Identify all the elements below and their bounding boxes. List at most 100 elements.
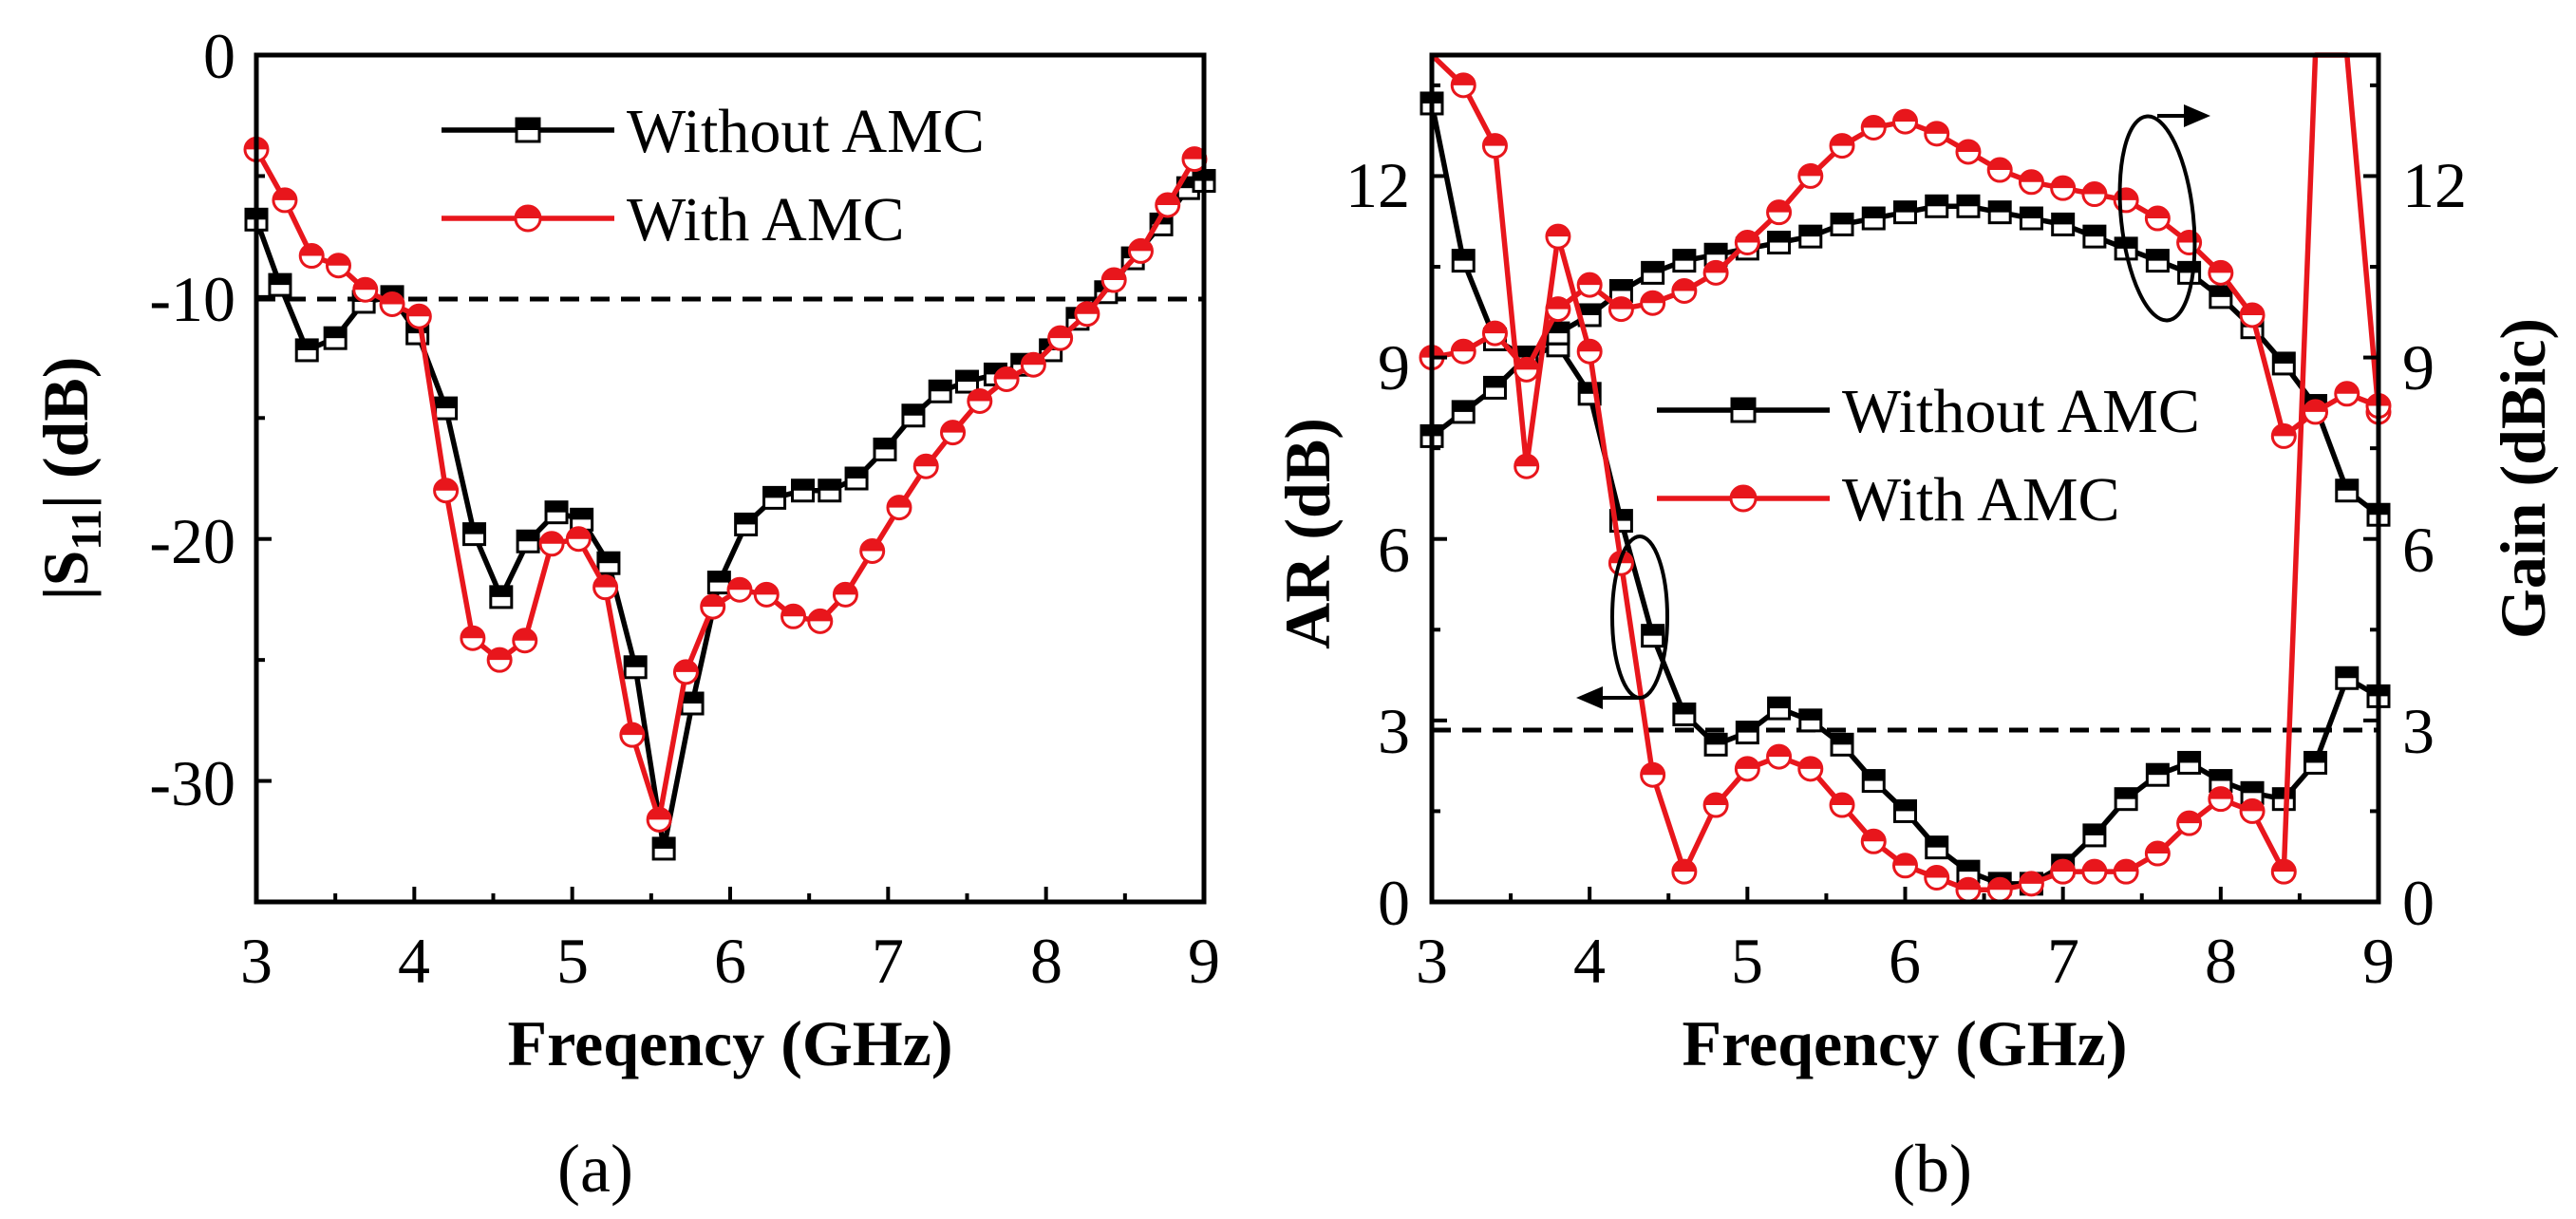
data-point-fill-without-amc [571, 509, 592, 520]
data-point-fill-with-amc-gain [1483, 322, 1507, 334]
data-point-fill-with-amc-ar [2146, 842, 2170, 854]
data-point-fill-with-amc [381, 292, 404, 305]
data-point-fill-without-amc [930, 381, 951, 392]
data-point-fill-without-amc-ar [1957, 861, 1979, 872]
panel-a-ylabel-rest: | (dB) [29, 357, 102, 509]
data-point-fill-without-amc [517, 531, 539, 542]
data-point-fill-with-amc-gain [1862, 116, 1886, 128]
data-point-fill-without-amc-gain [1705, 244, 1727, 255]
data-point-fill-without-amc-ar [1926, 836, 1947, 848]
data-point-fill-with-amc-gain [1767, 200, 1791, 213]
data-point-fill-without-amc-ar [1863, 770, 1885, 781]
data-point-fill-with-amc [834, 583, 857, 595]
legend-marker-with-amc-fill [1731, 486, 1756, 498]
data-point-fill-with-amc [941, 421, 965, 433]
data-point-fill-without-amc [435, 398, 457, 409]
ar-axis-arrow-head [1576, 686, 1603, 709]
gain-curve-ellipse [2117, 114, 2197, 323]
panel-b-ytick-left: 12 [1345, 149, 1410, 221]
panel-b-legend: Without AMC With AMC [1657, 377, 2200, 534]
data-point-fill-with-amc-ar [1893, 853, 1917, 866]
data-point-fill-without-amc-gain [1642, 262, 1664, 273]
data-point-fill-with-amc [593, 575, 617, 588]
data-point-fill-without-amc-gain [1894, 201, 1916, 213]
panel-b: 0 3 6 9 12 0 3 6 9 12 3 4 5 6 7 8 9 Freq… [1271, 52, 2559, 1207]
data-point-fill-without-amc-ar [2242, 782, 2264, 794]
panel-a-ytick: -20 [149, 505, 235, 577]
data-point-fill-with-amc-ar [1578, 340, 1602, 352]
data-point-fill-without-amc-gain [1799, 226, 1821, 237]
legend-label-without-amc: Without AMC [627, 97, 985, 166]
panel-b-xtick: 8 [2205, 925, 2237, 997]
data-point-fill-with-amc-gain [1704, 261, 1728, 273]
panel-b-xlabel: Freqency (GHz) [1683, 1007, 2128, 1079]
data-point-fill-with-amc-ar [1641, 763, 1664, 776]
data-point-fill-without-amc [296, 339, 318, 350]
data-point-fill-with-amc [1183, 147, 1207, 159]
data-point-fill-without-amc-ar [2083, 824, 2105, 835]
data-point-fill-with-amc [860, 539, 884, 552]
data-point-fill-with-amc-gain [2146, 207, 2170, 219]
panel-a-ytick: 0 [203, 20, 235, 92]
data-point-fill-with-amc-gain [2051, 177, 2075, 189]
data-point-fill-with-amc-ar [1767, 745, 1791, 758]
data-point-fill-with-amc-gain [1925, 122, 1948, 134]
data-point-fill-without-amc-ar [2273, 788, 2295, 799]
data-point-fill-without-amc-gain [1579, 304, 1601, 315]
data-point-fill-without-amc-ar [1705, 734, 1727, 745]
data-point-fill-without-amc [463, 523, 485, 534]
data-point-fill-with-amc-ar [1483, 134, 1507, 146]
panel-a-legend: Without AMC With AMC [442, 97, 985, 254]
panel-b-series [1419, 52, 2392, 903]
data-point-fill-with-amc-gain [2209, 261, 2232, 273]
data-point-fill-without-amc-ar [1768, 698, 1790, 709]
panel-b-xtick: 5 [1731, 925, 1763, 997]
series-line-without-amc [254, 178, 1206, 852]
panel-a: 0 -10 -20 -30 3 4 5 6 7 8 9 Freqency (GH… [29, 20, 1220, 1207]
data-point-fill-with-amc [1129, 239, 1153, 252]
panel-b-ylabel-right: Gain (dBic) [2487, 318, 2559, 639]
data-point-fill-with-amc-gain [1641, 291, 1664, 304]
panel-a-ylabel-main: |S [29, 551, 102, 601]
data-point-fill-with-amc [434, 478, 458, 491]
data-point-fill-with-amc [727, 578, 751, 591]
legend-marker-without-amc-fill [1732, 399, 1755, 410]
panel-b-ytick-left: 6 [1378, 514, 1410, 586]
data-point-fill-with-amc-gain [1672, 279, 1696, 291]
data-point-fill-with-amc [648, 808, 671, 820]
data-point-fill-with-amc-ar [1798, 757, 1822, 769]
data-point-fill-without-amc-ar [1610, 510, 1632, 521]
panel-b-ytick-right: 9 [2402, 331, 2435, 403]
data-point-fill-without-amc-gain [1989, 201, 2011, 213]
data-point-fill-with-amc [701, 595, 724, 608]
data-point-fill-with-amc-gain [1609, 297, 1633, 309]
data-point-fill-with-amc-gain [1578, 273, 1602, 286]
data-point-fill-with-amc [914, 455, 938, 467]
data-point-fill-with-amc-gain [1956, 140, 1980, 152]
data-point-fill-without-amc-gain [2273, 352, 2295, 364]
data-point-fill-with-amc-ar [1831, 794, 1854, 806]
panel-a-xtick: 9 [1188, 925, 1220, 997]
data-point-fill-with-amc [1156, 194, 1179, 206]
data-point-fill-without-amc-gain [1484, 377, 1506, 388]
panel-b-xtick: 6 [1889, 925, 1921, 997]
data-point-fill-without-amc [546, 501, 568, 513]
panel-a-ticks [254, 53, 1206, 902]
data-point-fill-with-amc-ar [2241, 799, 2265, 812]
data-point-fill-without-amc [1177, 178, 1199, 189]
panel-b-ytick-right: 6 [2402, 514, 2435, 586]
panel-b-ticks [1430, 83, 2380, 904]
data-point-fill-without-amc-gain [1547, 323, 1569, 334]
data-point-fill-without-amc-ar [1737, 722, 1758, 733]
data-point-fill-with-amc-gain [1736, 231, 1759, 243]
data-point-fill-without-amc-gain [2021, 208, 2042, 219]
panel-b-ytick-right: 3 [2402, 695, 2435, 767]
data-point-fill-without-amc [818, 479, 840, 491]
data-point-fill-with-amc [755, 583, 779, 595]
data-point-fill-with-amc-gain [2020, 170, 2043, 182]
data-point-fill-without-amc [653, 837, 675, 849]
panel-a-caption: (a) [557, 1131, 633, 1207]
panel-a-xtick: 4 [398, 925, 430, 997]
panel-a-xtick: 5 [556, 925, 589, 997]
data-point-fill-without-amc-gain [1610, 280, 1632, 291]
